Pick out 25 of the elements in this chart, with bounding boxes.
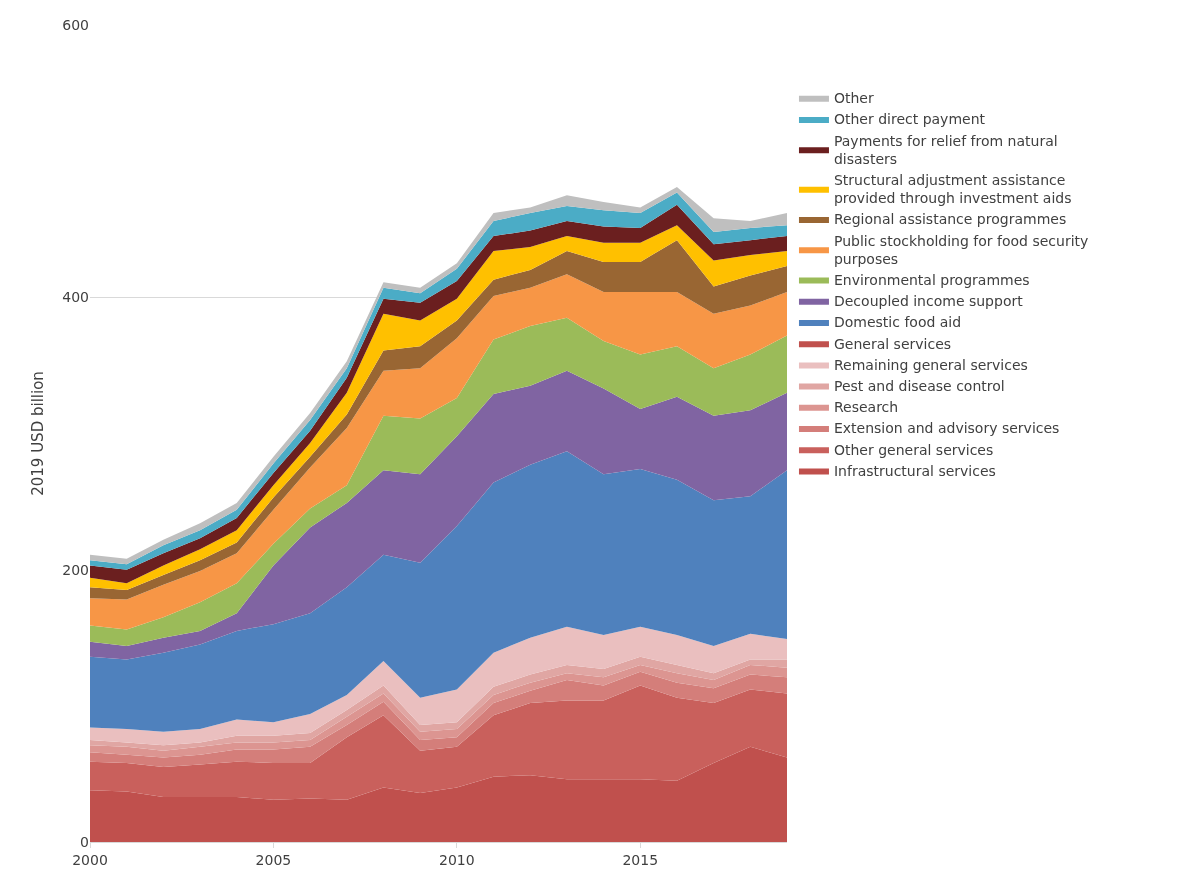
legend-label: Other direct payment <box>833 111 986 128</box>
legend-label: Structural adjustment assistance provided through investment aids <box>833 172 1072 207</box>
legend-label: Infrastructural services <box>833 462 996 479</box>
legend-label: Remaining general services <box>833 356 1028 373</box>
y-tick-label: 200 <box>62 561 89 578</box>
y-axis-title: 2019 USD billion <box>28 371 47 496</box>
legend-label: Regional assistance programmes <box>833 211 1067 228</box>
legend-label: Payments for relief from natural disasters <box>833 132 1058 167</box>
legend-label: Other <box>833 90 874 107</box>
legend-label: Research <box>833 399 899 416</box>
legend-label: Environmental programmes <box>833 272 1030 289</box>
legend-label: Public stockholding for food security purposes <box>833 232 1089 267</box>
y-tick-label: 600 <box>62 16 89 33</box>
legend-label: Domestic food aid <box>833 314 962 331</box>
legend-label: Extension and advisory services <box>833 420 1060 437</box>
legend-label: Other general services <box>833 441 994 458</box>
legend-label: Pest and disease control <box>833 378 1005 395</box>
y-tick-label: 400 <box>62 289 89 306</box>
y-tick-label: 0 <box>80 833 89 850</box>
x-tick-label: 2015 <box>622 851 659 868</box>
legend-label: Decoupled income support <box>833 293 1024 310</box>
x-tick-label: 2010 <box>439 851 475 868</box>
x-tick-label: 2005 <box>255 851 292 868</box>
legend-label: General services <box>833 335 952 352</box>
x-tick-label: 2000 <box>72 851 108 868</box>
